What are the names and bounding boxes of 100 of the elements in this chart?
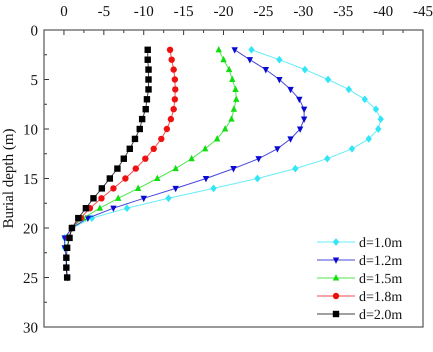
point: [106, 175, 114, 182]
point: [124, 204, 130, 212]
point: [90, 195, 97, 202]
legend-label: d=1.5m: [359, 272, 402, 287]
legend-label: d=1.8m: [359, 290, 402, 305]
point: [115, 194, 122, 201]
point: [166, 46, 174, 53]
point: [300, 116, 308, 123]
point: [188, 154, 195, 162]
point: [136, 126, 143, 132]
point: [232, 86, 239, 92]
point: [164, 126, 170, 132]
point: [210, 184, 217, 192]
x-tick-label: -35: [333, 4, 354, 20]
point: [302, 66, 308, 74]
y-tick-label: 0: [30, 23, 38, 40]
point: [229, 76, 236, 82]
point: [82, 205, 90, 212]
point: [378, 115, 384, 123]
point: [144, 56, 151, 63]
point: [287, 136, 294, 143]
point: [132, 136, 138, 142]
point: [296, 126, 304, 133]
point: [220, 56, 227, 62]
point: [138, 116, 146, 122]
point: [145, 86, 152, 93]
point: [154, 174, 160, 182]
point: [120, 156, 127, 162]
legend-label: d=2.0m: [359, 308, 402, 323]
legend-label: d=1.2m: [359, 254, 402, 269]
point: [142, 106, 149, 112]
point: [324, 76, 332, 84]
point: [172, 86, 178, 93]
point: [168, 56, 175, 63]
point: [230, 166, 237, 172]
point: [296, 96, 303, 104]
legend-label: d=1.0m: [359, 236, 402, 251]
point: [170, 106, 177, 112]
point: [230, 105, 238, 112]
point: [165, 194, 172, 202]
point: [126, 146, 133, 152]
point: [372, 105, 380, 114]
point: [300, 106, 308, 114]
x-tick-label: -45: [413, 4, 433, 20]
point: [140, 196, 147, 202]
x-tick-label: -20: [214, 4, 234, 20]
point: [222, 125, 228, 132]
point: [262, 67, 270, 74]
point: [214, 135, 220, 142]
point: [346, 86, 352, 94]
x-tick-label: -15: [174, 4, 194, 20]
y-axis-title: Burial depth (m): [1, 128, 17, 228]
point: [114, 165, 121, 172]
point: [168, 116, 174, 122]
y-tick-label: 5: [30, 72, 38, 89]
point: [96, 204, 104, 211]
point: [158, 136, 164, 142]
point: [150, 146, 157, 152]
point: [172, 186, 179, 192]
point: [142, 156, 149, 162]
point: [274, 146, 281, 153]
point: [254, 174, 261, 182]
point: [287, 86, 294, 94]
point: [248, 46, 255, 54]
point: [292, 164, 299, 172]
y-tick-label: 10: [23, 122, 38, 138]
point: [110, 206, 117, 212]
point: [375, 125, 382, 133]
x-tick-label: 0: [60, 4, 68, 20]
x-tick-label: -40: [373, 4, 394, 20]
point: [122, 175, 129, 182]
point: [75, 214, 82, 222]
x-tick-label: -5: [98, 4, 110, 20]
point: [202, 176, 210, 182]
point: [324, 154, 330, 163]
point: [231, 47, 238, 54]
x-tick-label: -30: [293, 4, 314, 20]
point: [110, 185, 117, 192]
point: [132, 165, 139, 172]
y-tick-label: 25: [23, 270, 38, 287]
point: [366, 135, 372, 143]
y-tick-label: 20: [23, 221, 38, 238]
point: [362, 95, 368, 104]
point: [255, 156, 262, 163]
point: [98, 185, 106, 192]
point: [348, 144, 356, 153]
point: [226, 66, 232, 72]
point: [233, 95, 240, 102]
point: [170, 66, 177, 73]
point: [134, 184, 142, 191]
point: [276, 56, 283, 64]
point: [144, 46, 151, 53]
point: [246, 57, 254, 64]
point: [145, 66, 152, 73]
point: [276, 76, 283, 84]
point: [216, 46, 222, 52]
point: [172, 76, 178, 83]
point: [202, 144, 208, 152]
point: [144, 96, 150, 102]
point: [98, 195, 105, 202]
